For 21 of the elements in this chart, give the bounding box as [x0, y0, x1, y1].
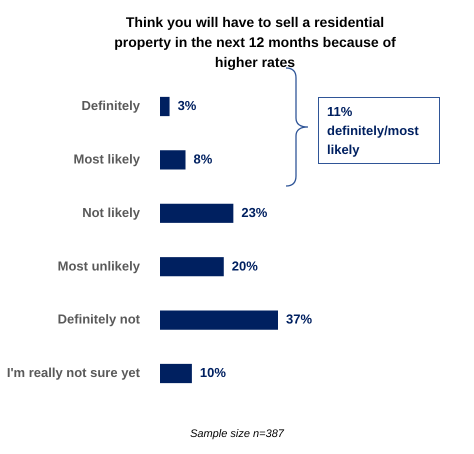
bar	[160, 257, 224, 276]
text: 11% definitely/most likely	[318, 97, 440, 164]
text: Sample size n=387	[189, 428, 286, 440]
y-tick-label: Definitely not	[58, 312, 141, 327]
data-label: 37%	[286, 312, 312, 327]
bar	[160, 310, 278, 330]
bar	[160, 364, 192, 384]
bar	[160, 150, 186, 170]
data-label: 3%	[178, 98, 197, 114]
y-tick-label: Definitely	[81, 98, 141, 114]
y-tick-label: Most unlikely	[58, 258, 141, 274]
y-tick-label: Most likely	[74, 151, 141, 166]
data-label: 8%	[194, 151, 213, 166]
y-tick-label: I'm really not sure yet	[6, 365, 141, 380]
bar	[160, 204, 234, 223]
data-label: 23%	[241, 204, 268, 220]
y-tick-label: Not likely	[82, 204, 141, 220]
data-label: 10%	[200, 365, 226, 380]
bar	[160, 96, 170, 116]
data-label: 20%	[232, 258, 258, 274]
chart-title: Think you will have to sell a residential property in the next 12 months because of higher rates	[113, 13, 397, 72]
